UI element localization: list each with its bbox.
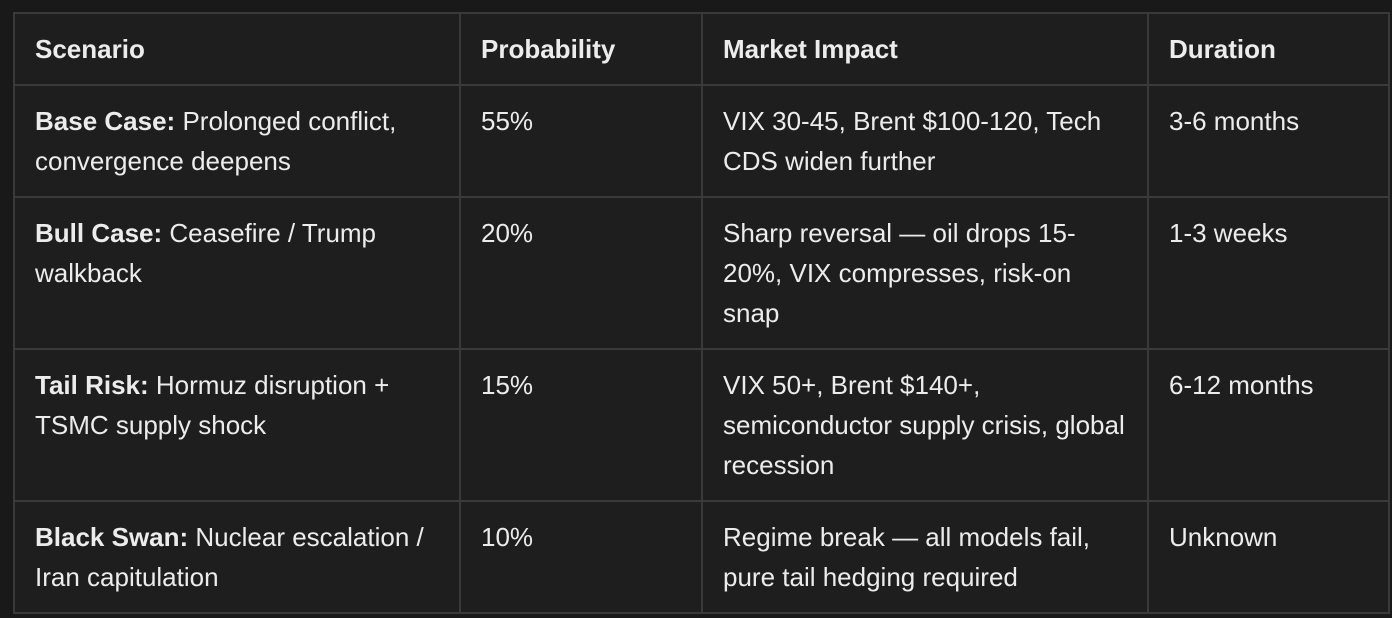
scenario-description: Nuclear escalation / Iran capitulation [35,522,424,592]
probability-cell: 10% [459,500,703,614]
duration-cell: Unknown [1147,500,1390,614]
scenario-cell: Black Swan: Nuclear escalation / Iran ca… [13,500,461,614]
header-probability: Probability [459,12,703,86]
duration-cell: 1-3 weeks [1147,196,1390,350]
table-row: Black Swan: Nuclear escalation / Iran ca… [13,500,1390,614]
header-duration: Duration [1147,12,1390,86]
header-scenario: Scenario [13,12,461,86]
scenario-label: Base Case: [35,106,176,136]
scenario-description: Hormuz disruption + TSMC supply shock [35,370,390,440]
impact-cell: VIX 30-45, Brent $100-120, Tech CDS wide… [701,84,1149,198]
scenario-label: Tail Risk: [35,370,149,400]
table-header-row: Scenario Probability Market Impact Durat… [13,12,1390,86]
impact-cell: VIX 50+, Brent $140+, semiconductor supp… [701,348,1149,502]
table-row: Tail Risk: Hormuz disruption + TSMC supp… [13,348,1390,502]
scenario-cell: Tail Risk: Hormuz disruption + TSMC supp… [13,348,461,502]
header-market-impact: Market Impact [701,12,1149,86]
scenario-cell: Bull Case: Ceasefire / Trump walkback [13,196,461,350]
table-row: Bull Case: Ceasefire / Trump walkback 20… [13,196,1390,350]
duration-cell: 6-12 months [1147,348,1390,502]
scenario-table: Scenario Probability Market Impact Durat… [13,12,1390,614]
table-row: Base Case: Prolonged conflict, convergen… [13,84,1390,198]
duration-cell: 3-6 months [1147,84,1390,198]
probability-cell: 55% [459,84,703,198]
scenario-description: Ceasefire / Trump walkback [35,218,377,288]
scenario-cell: Base Case: Prolonged conflict, convergen… [13,84,461,198]
impact-cell: Regime break — all models fail, pure tai… [701,500,1149,614]
scenario-description: Prolonged conflict, convergence deepens [35,106,397,176]
impact-cell: Sharp reversal — oil drops 15-20%, VIX c… [701,196,1149,350]
scenario-table-container: Scenario Probability Market Impact Durat… [13,12,1390,614]
scenario-label: Bull Case: [35,218,163,248]
probability-cell: 15% [459,348,703,502]
probability-cell: 20% [459,196,703,350]
scenario-label: Black Swan: [35,522,189,552]
